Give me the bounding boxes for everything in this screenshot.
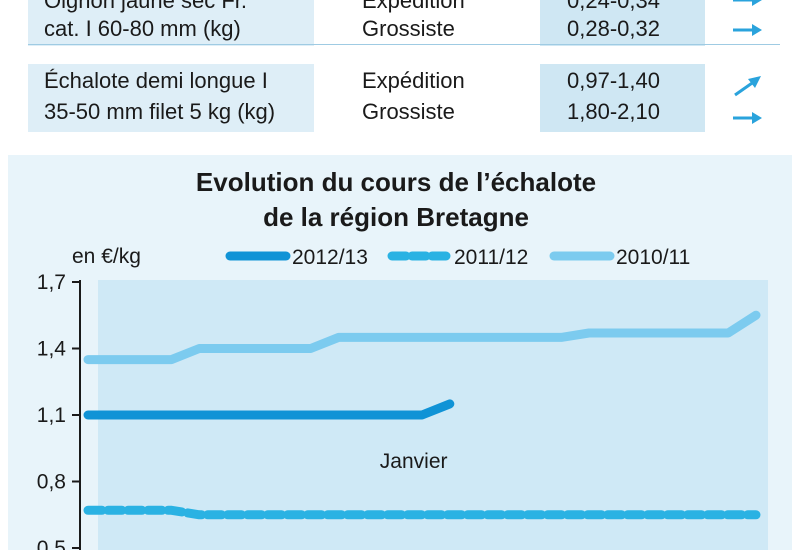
product-name-line: cat. I 60-80 mm (kg) bbox=[44, 16, 241, 41]
y-tick-label: 1,4 bbox=[37, 338, 67, 361]
product-name-cell bbox=[28, 64, 314, 132]
y-axis-unit-label: en €/kg bbox=[72, 245, 141, 268]
line-chart: Evolution du cours de l’échalote de la r… bbox=[37, 167, 768, 550]
product-name-line: Échalote demi longue I bbox=[44, 68, 268, 93]
market-label: Grossiste bbox=[362, 16, 455, 41]
price-range: 0,24-0,34 bbox=[567, 0, 660, 13]
arrow-right-icon bbox=[733, 112, 762, 124]
legend-label: 2011/12 bbox=[454, 246, 528, 269]
chart-panel: Evolution du cours de l’échalote de la r… bbox=[8, 155, 792, 550]
arrow-right-icon bbox=[733, 0, 762, 6]
arrow-right-icon bbox=[733, 24, 762, 36]
price-range: 0,28-0,32 bbox=[567, 16, 660, 41]
y-tick-label: 0,5 bbox=[37, 537, 66, 550]
price-row-shallot: Échalote demi longue I 35-50 mm filet 5 … bbox=[0, 64, 800, 134]
product-name-line: Oignon jaune sec Fr. bbox=[44, 0, 248, 13]
market-label: Expédition bbox=[362, 0, 465, 13]
arrow-up-right-icon bbox=[734, 76, 761, 97]
market-label: Grossiste bbox=[362, 99, 455, 124]
price-row-onion: Oignon jaune sec Fr. cat. I 60-80 mm (kg… bbox=[0, 0, 800, 48]
annotation-janvier: Janvier bbox=[380, 450, 448, 473]
series-line-2011-12 bbox=[83, 505, 761, 520]
legend-label: 2010/11 bbox=[616, 246, 690, 269]
series-lines bbox=[83, 310, 761, 520]
chart-subtitle: de la région Bretagne bbox=[263, 202, 529, 232]
series-line-2012-13 bbox=[83, 399, 455, 420]
price-table: Oignon jaune sec Fr. cat. I 60-80 mm (kg… bbox=[0, 0, 800, 140]
row-divider bbox=[28, 44, 780, 45]
price-range: 0,97-1,40 bbox=[567, 68, 660, 93]
y-tick-label: 0,8 bbox=[37, 471, 66, 494]
y-tick-label: 1,1 bbox=[37, 404, 66, 427]
product-name-line: 35-50 mm filet 5 kg (kg) bbox=[44, 99, 276, 124]
y-tick-label: 1,7 bbox=[37, 271, 66, 294]
series-line-2010-11 bbox=[83, 310, 761, 365]
price-cell bbox=[540, 64, 705, 132]
legend: 2012/13 2011/12 2010/11 bbox=[225, 246, 690, 269]
chart-title: Evolution du cours de l’échalote bbox=[196, 167, 596, 197]
legend-label: 2012/13 bbox=[292, 246, 368, 269]
product-name-cell bbox=[28, 0, 314, 46]
y-axis-ticks: 0,5 0,8 1,1 1,4 1,7 bbox=[37, 271, 80, 550]
price-cell bbox=[540, 0, 705, 46]
market-label: Expédition bbox=[362, 68, 465, 93]
price-range: 1,80-2,10 bbox=[567, 99, 660, 124]
